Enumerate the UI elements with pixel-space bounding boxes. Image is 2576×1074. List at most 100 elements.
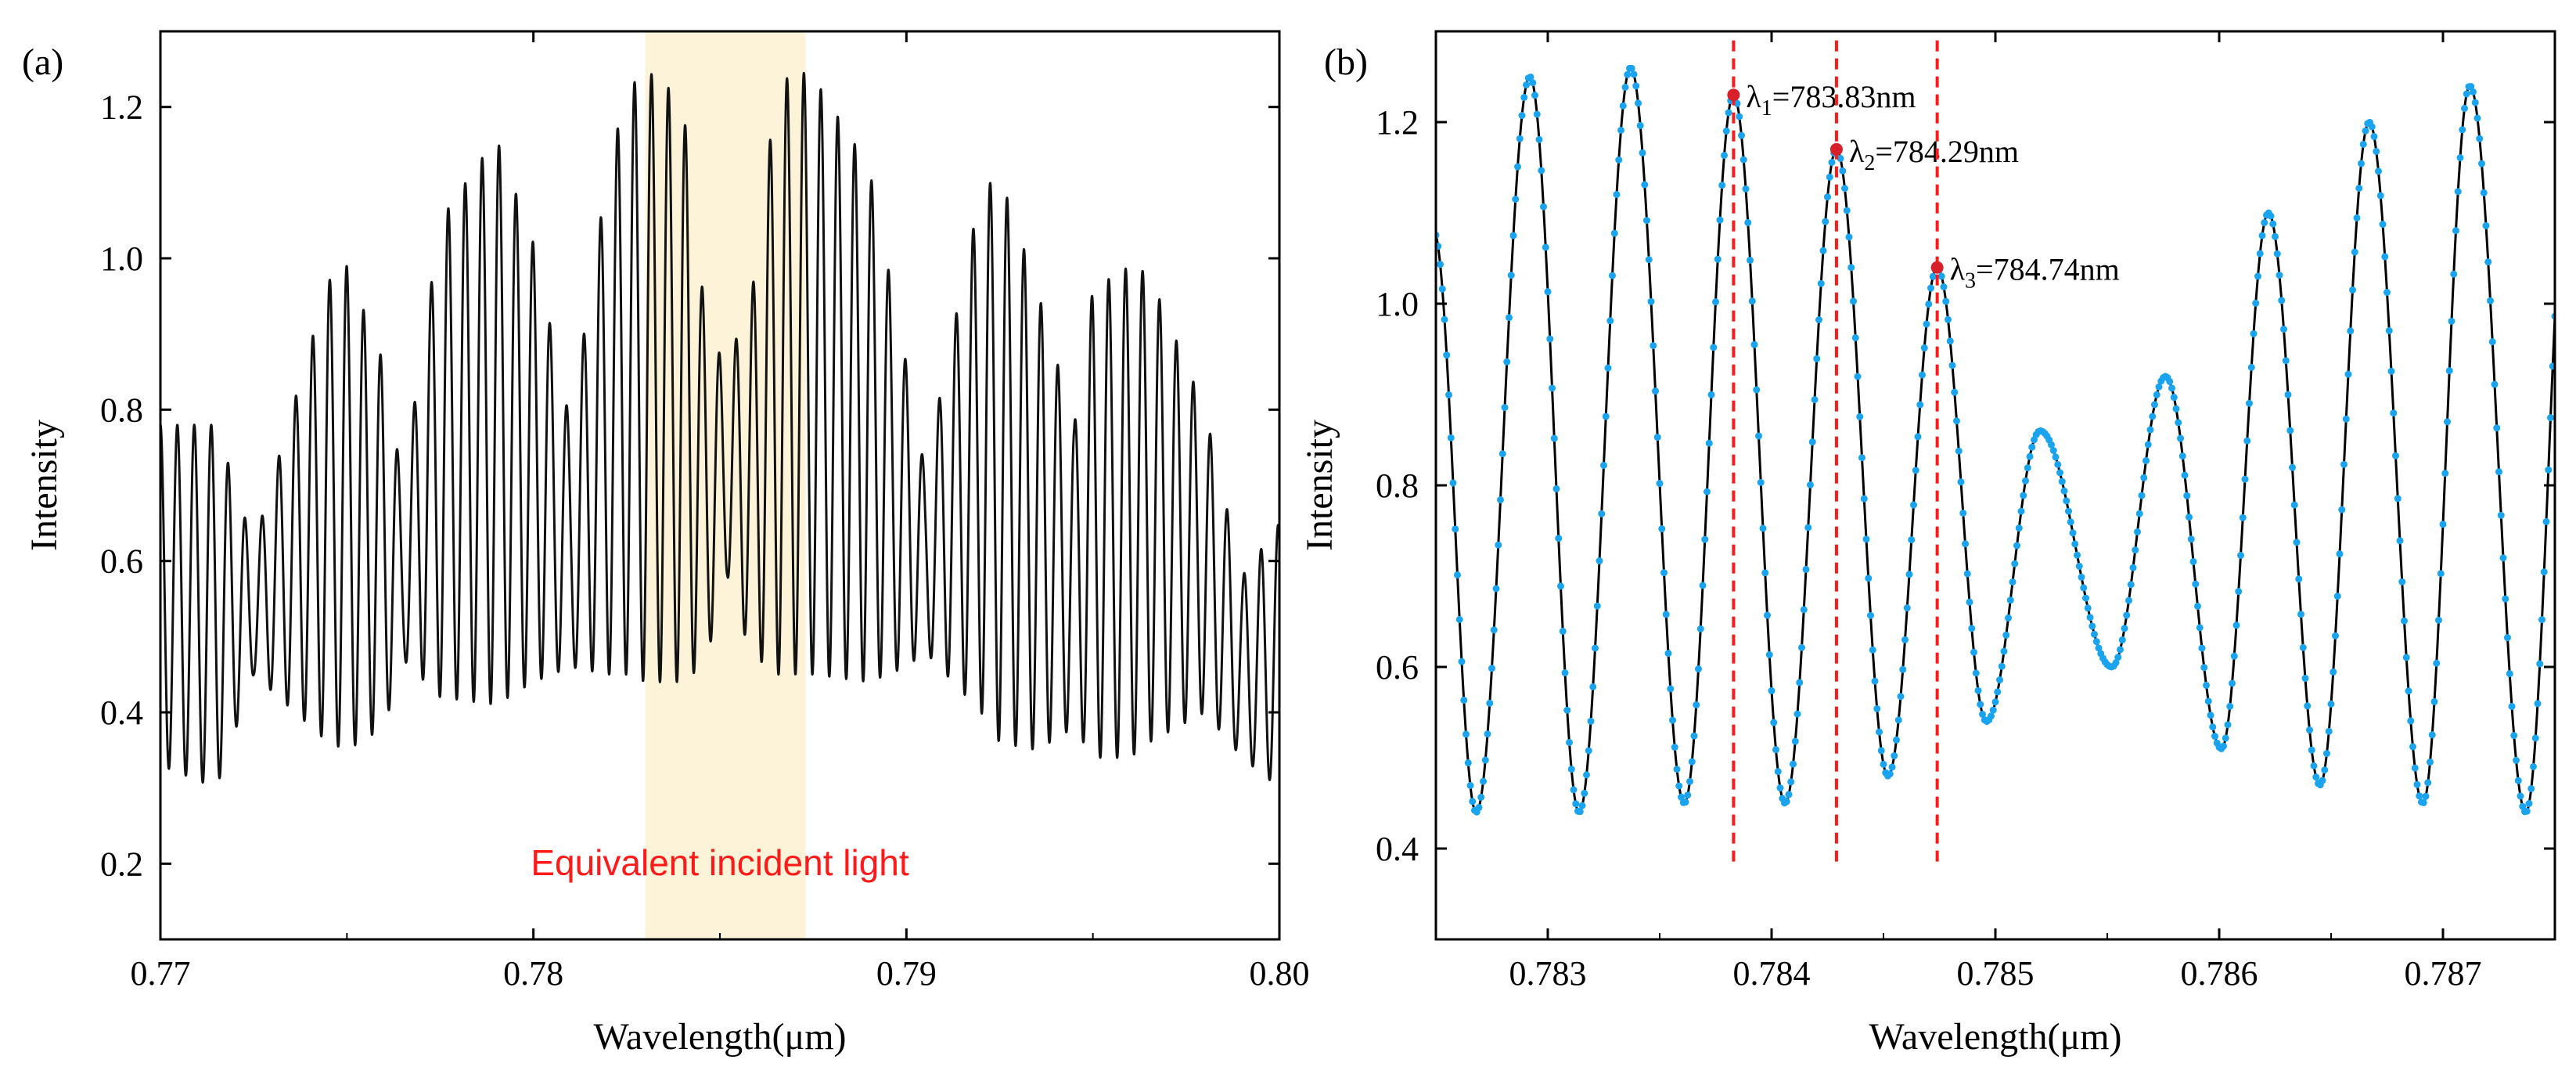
sample-point: [1544, 288, 1552, 296]
sample-point: [1549, 384, 1556, 392]
sample-point: [1716, 216, 1724, 224]
sample-point: [1785, 791, 1793, 798]
sample-point: [1791, 737, 1799, 745]
sample-point: [2295, 575, 2303, 583]
sample-point: [1886, 770, 1894, 778]
sample-point: [2011, 560, 2019, 568]
sample-point: [2194, 602, 2201, 610]
sample-point: [1600, 461, 1607, 469]
sample-point: [2211, 733, 2218, 741]
sample-point: [1994, 688, 2002, 696]
panel-a: 0.77 0.78 0.79 0.80 0.20.40.60.81.01.2 (a) …: [22, 30, 1310, 1058]
sample-point: [1772, 746, 1779, 754]
sample-point: [1462, 730, 1470, 738]
y-tick-label: 0.4: [1376, 830, 1419, 868]
sample-point: [1940, 283, 1948, 290]
panel-b-plot-area: [1436, 64, 2555, 816]
sample-point: [2480, 189, 2488, 196]
sample-point: [2547, 414, 2554, 422]
sample-point: [2439, 521, 2447, 528]
sample-point: [1572, 800, 1580, 808]
sample-point: [1867, 611, 1874, 619]
sample-point: [2419, 798, 2427, 806]
sample-point: [1765, 651, 1773, 658]
sample-point: [1847, 264, 1855, 272]
sample-point: [1507, 272, 1515, 279]
sample-point: [1486, 699, 1494, 707]
sample-point: [2351, 248, 2358, 256]
sample-point: [2437, 570, 2445, 578]
sample-point: [1652, 387, 1659, 395]
sample-point: [1901, 636, 1909, 643]
sample-point: [2286, 427, 2294, 434]
sample-point: [2484, 258, 2492, 266]
sample-point: [1858, 454, 1865, 462]
sample-point: [1742, 185, 1750, 193]
sample-point: [1441, 315, 1448, 323]
sample-point: [2075, 562, 2083, 570]
sample-point: [2170, 394, 2178, 402]
sample-point: [1454, 571, 1461, 578]
sample-point: [2204, 697, 2212, 705]
sample-point: [2531, 734, 2539, 742]
sample-point: [1959, 509, 1967, 517]
sample-point: [2375, 168, 2382, 175]
sample-point: [1808, 438, 1816, 446]
sample-point: [1690, 732, 1698, 740]
sample-point: [1585, 747, 1592, 755]
sample-point: [2256, 250, 2264, 258]
sample-point: [1490, 626, 1498, 634]
sample-point: [1839, 167, 1847, 175]
sample-point: [1641, 181, 1649, 189]
sample-point: [2022, 477, 2029, 485]
sample-point: [2467, 83, 2475, 91]
sample-point: [2175, 419, 2182, 427]
panel-b-series: [1436, 64, 2555, 816]
sample-point: [2392, 452, 2399, 460]
sample-point: [2413, 780, 2421, 788]
sample-point: [1953, 417, 1960, 425]
sample-point: [2065, 507, 2072, 515]
sample-point: [2444, 418, 2451, 426]
sample-point: [2405, 687, 2412, 695]
sample-point: [2290, 501, 2298, 509]
sample-point: [1630, 70, 1638, 78]
sample-point: [1635, 99, 1642, 107]
sample-point: [2192, 580, 2200, 588]
sample-point: [1757, 478, 1765, 486]
sample-point: [1628, 64, 1635, 72]
sample-point: [1671, 744, 1678, 751]
sample-point: [1704, 488, 1711, 496]
sample-point: [2189, 557, 2197, 565]
sample-point: [1790, 760, 1797, 768]
sample-point: [2338, 506, 2346, 514]
sample-point: [1968, 625, 1976, 633]
sample-point: [1937, 272, 1945, 280]
sample-point: [1604, 364, 1612, 372]
sample-point: [2456, 154, 2464, 161]
sample-point: [1523, 81, 1530, 88]
sample-point: [2272, 232, 2279, 240]
sample-point: [2269, 220, 2277, 228]
sample-point: [1798, 643, 1805, 651]
x-tick-label: 0.80: [1250, 954, 1310, 993]
x-tick-label: 0.79: [876, 954, 937, 993]
sample-point: [1531, 92, 1538, 99]
sample-point: [2525, 800, 2533, 808]
sample-point: [2396, 537, 2404, 545]
sample-point: [1550, 434, 1558, 442]
sample-point: [2459, 126, 2466, 134]
sample-point: [2200, 664, 2208, 672]
sample-point: [2183, 492, 2191, 499]
sample-point: [2082, 594, 2089, 602]
sample-point: [2493, 424, 2501, 432]
x-tick-label: 0.787: [2405, 954, 2482, 993]
sample-point: [1774, 768, 1782, 776]
sample-point: [2482, 222, 2490, 229]
sample-point: [2445, 367, 2453, 375]
sample-point: [1923, 320, 1930, 328]
sample-point: [2177, 434, 2184, 442]
sample-point: [2181, 471, 2189, 479]
sample-point: [1888, 763, 1896, 771]
